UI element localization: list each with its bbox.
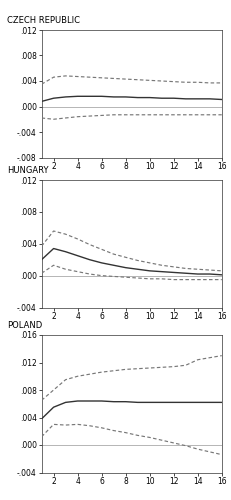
- Text: CZECH REPUBLIC: CZECH REPUBLIC: [7, 16, 80, 25]
- Text: POLAND: POLAND: [7, 321, 42, 330]
- Text: HUNGARY: HUNGARY: [7, 166, 49, 175]
